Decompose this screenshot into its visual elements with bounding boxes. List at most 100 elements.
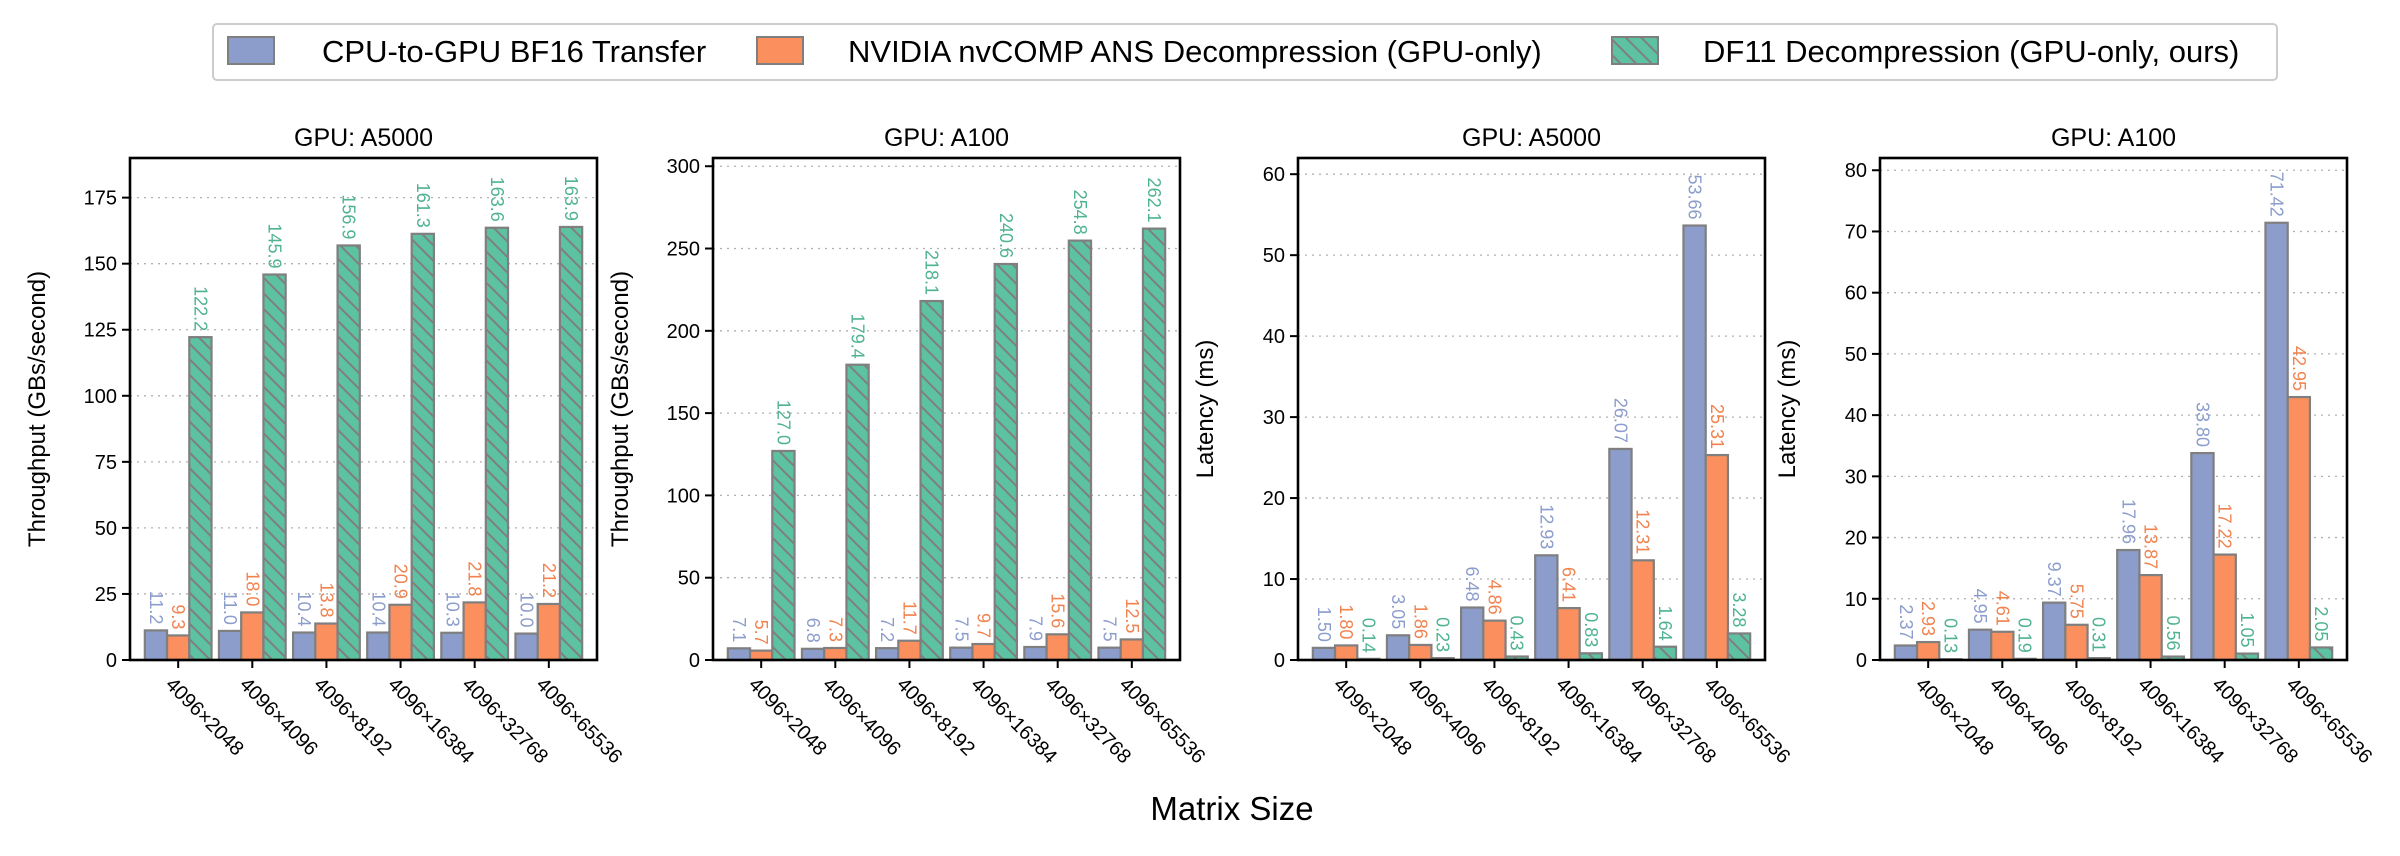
legend-swatch-df11 xyxy=(1611,36,1659,65)
plot-frame xyxy=(128,156,599,662)
bar-series1-6 xyxy=(514,632,539,662)
legend-entry-df11: DF11 Decompression (GPU-only, ours) xyxy=(1611,34,2239,69)
bar-series1-5 xyxy=(440,631,465,662)
y-tick-label: 70 xyxy=(1845,221,1867,243)
y-axis-label: Latency (ms) xyxy=(1192,340,1219,479)
bar-series2-1 xyxy=(748,649,774,662)
bar-series2-6 xyxy=(1704,453,1730,662)
data-label: 2.05 xyxy=(2311,606,2331,641)
bar-series2-3 xyxy=(314,622,339,662)
bar-series3-6 xyxy=(2308,646,2334,662)
data-label: 7.9 xyxy=(1025,616,1045,641)
bar-series1-1 xyxy=(1893,644,1919,662)
data-label: 0.19 xyxy=(2015,618,2035,653)
bar-series3-6 xyxy=(1141,227,1167,662)
chart-panel-3: 1.50 3.05 6.48 12.93 26.07 53.66 1.80 1.86 4.86 6… xyxy=(1192,124,1794,768)
bar-series1-3 xyxy=(1459,606,1485,662)
y-tick-label: 125 xyxy=(84,320,117,342)
bar-series2-5 xyxy=(1630,559,1655,662)
data-label: 42.95 xyxy=(2289,346,2309,391)
bar-series2-2 xyxy=(823,646,848,662)
bar-series3-2 xyxy=(262,273,287,662)
bar-series1-6 xyxy=(1682,224,1707,662)
plot-frame xyxy=(711,156,1182,662)
bar-series2-2 xyxy=(1408,643,1433,662)
legend-swatch-cpu-transfer xyxy=(227,36,275,65)
x-tick-label: 4096×4096 xyxy=(1985,674,2072,761)
bar-series2-3 xyxy=(1482,619,1507,662)
y-tick-label: 150 xyxy=(84,254,117,276)
bar-series1-4 xyxy=(366,631,391,662)
bar-series3-4 xyxy=(410,232,436,662)
data-label: 9.7 xyxy=(974,613,994,638)
y-tick-label: 40 xyxy=(1845,405,1867,427)
bar-series3-6 xyxy=(1726,632,1752,662)
data-label: 7.2 xyxy=(877,617,897,642)
data-label: 161.3 xyxy=(413,183,433,228)
panel-title: GPU: A100 xyxy=(884,124,1009,152)
data-label: 0.83 xyxy=(1581,612,1601,647)
data-label: 1.64 xyxy=(1655,606,1675,641)
y-tick-label: 60 xyxy=(1845,283,1867,305)
data-label: 10.3 xyxy=(442,592,462,627)
plot-frame xyxy=(1878,156,2349,662)
panel-title: GPU: A5000 xyxy=(1462,124,1601,152)
data-label: 33.80 xyxy=(2192,402,2212,447)
data-label: 10.4 xyxy=(294,591,314,626)
bar-series2-1 xyxy=(1333,644,1359,662)
data-label: 11.0 xyxy=(220,591,240,625)
bar-series1-3 xyxy=(291,631,317,662)
data-label: 3.28 xyxy=(1729,592,1749,627)
panel-title: GPU: A5000 xyxy=(294,124,433,152)
data-label: 156.9 xyxy=(339,194,359,239)
bar-series2-4 xyxy=(971,642,996,662)
data-label: 10.0 xyxy=(517,593,537,628)
chart-panel-4: 2.37 4.95 9.37 17.96 33.80 71.42 2.93 4.61 5.75 1… xyxy=(1774,124,2376,768)
figure-xlabel: Matrix Size xyxy=(1150,790,1313,827)
data-label: 12.5 xyxy=(1122,598,1142,633)
data-label: 13.87 xyxy=(2141,524,2161,569)
y-tick-label: 60 xyxy=(1263,164,1285,186)
y-tick-label: 150 xyxy=(667,403,700,425)
bar-series2-5 xyxy=(1045,633,1070,662)
bar-series2-3 xyxy=(2064,623,2089,662)
y-tick-label: 50 xyxy=(1263,245,1285,267)
y-tick-label: 250 xyxy=(667,239,700,261)
y-tick-label: 0 xyxy=(106,650,117,672)
y-tick-label: 75 xyxy=(95,452,117,474)
data-label: 2.37 xyxy=(1896,604,1916,639)
bar-series1-2 xyxy=(1385,634,1411,662)
data-label: 0.56 xyxy=(2163,616,2183,651)
bar-series3-3 xyxy=(336,244,361,662)
data-label: 4.86 xyxy=(1484,580,1504,615)
y-axis-label: Throughput (GBs/second) xyxy=(24,271,51,547)
data-label: 163.9 xyxy=(561,176,581,221)
bar-series2-6 xyxy=(536,602,562,662)
y-tick-label: 80 xyxy=(1845,160,1867,182)
bar-series1-1 xyxy=(1311,646,1337,662)
y-axis-label: Latency (ms) xyxy=(1774,340,1801,479)
x-tick-label: 4096×4096 xyxy=(818,674,905,761)
bar-series3-2 xyxy=(845,363,870,662)
bar-series1-4 xyxy=(1534,554,1559,662)
data-label: 53.66 xyxy=(1685,174,1705,219)
bar-series1-3 xyxy=(2041,601,2067,662)
chart-panel-1: 11.2 11.0 10.4 10.4 10.3 10.0 9.3 18.0 13.8 20.9 2… xyxy=(24,124,626,768)
bar-series1-1 xyxy=(143,629,169,662)
legend-swatch-nvcomp xyxy=(756,36,804,65)
bar-series2-6 xyxy=(2286,395,2312,662)
bar-series2-6 xyxy=(1119,638,1145,662)
y-tick-label: 10 xyxy=(1263,569,1285,591)
data-label: 21.2 xyxy=(539,563,559,598)
y-tick-label: 30 xyxy=(1845,466,1867,488)
chart-panel-2: 7.1 6.8 7.2 7.5 7.9 7.5 5.7 7.3 11.7 9.7 15.6 12.5 1… xyxy=(607,124,1209,768)
data-label: 71.42 xyxy=(2267,172,2287,217)
data-label: 1.80 xyxy=(1336,604,1356,639)
y-tick-label: 30 xyxy=(1263,407,1285,429)
bar-series2-4 xyxy=(388,603,413,662)
x-tick-label: 4096×2048 xyxy=(1911,674,1998,761)
data-label: 0.13 xyxy=(1940,618,1960,653)
x-tick-label: 4096×2048 xyxy=(1329,674,1416,761)
data-label: 26.07 xyxy=(1610,398,1630,443)
